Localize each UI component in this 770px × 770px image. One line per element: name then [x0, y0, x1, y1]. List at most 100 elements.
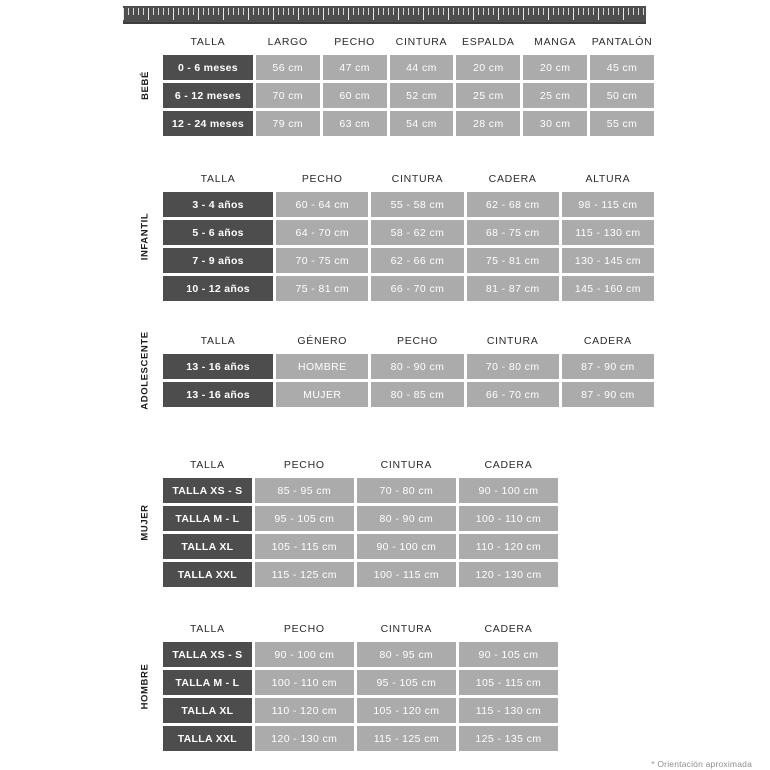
table-row: 10 - 12 años 75 - 81 cm 66 - 70 cm 81 - 87 … [163, 276, 654, 301]
table-row: 3 - 4 años 60 - 64 cm 55 - 58 cm 62 - 68 cm… [163, 192, 654, 217]
measurement-cell: 110 - 120 cm [458, 534, 558, 559]
measurement-cell: 105 - 120 cm [356, 698, 456, 723]
table-row: 6 - 12 meses 70 cm 60 cm 52 cm 25 cm 25 cm 50 … [163, 83, 654, 108]
column-header-cintura: CINTURA [395, 36, 448, 48]
measurement-cell: 145 - 160 cm [561, 276, 654, 301]
table-row: 0 - 6 meses 56 cm 47 cm 44 cm 20 cm 20 cm 45 c… [163, 55, 654, 80]
table-header-row: TALLA PECHO CINTURA CADERA ALTURA [163, 172, 654, 189]
measurement-cell: 30 cm [523, 111, 588, 136]
measurement-cell: 87 - 90 cm [561, 382, 654, 407]
measurement-cell: 85 - 95 cm [254, 478, 354, 503]
size-key-cell: 13 - 16 años [163, 354, 274, 379]
measurement-cell: 90 - 100 cm [356, 534, 456, 559]
category-label-hombre: HOMBRE [134, 619, 156, 753]
measurement-cell: 62 - 66 cm [371, 248, 464, 273]
measurement-cell: 60 - 64 cm [276, 192, 369, 217]
measurement-cell: 58 - 62 cm [371, 220, 464, 245]
size-key-cell: TALLA XXL [163, 562, 252, 587]
measurement-cell: 115 - 130 cm [458, 698, 558, 723]
measurement-cell: 25 cm [523, 83, 588, 108]
table-row: TALLA M - L 100 - 110 cm 95 - 105 cm 105 - … [163, 670, 558, 695]
measurement-cell: 75 - 81 cm [466, 248, 559, 273]
category-label-text: ADOLESCENTE [139, 330, 151, 410]
measurement-cell: 56 cm [255, 55, 320, 80]
measurement-cell: 20 cm [523, 55, 588, 80]
measurement-cell: 28 cm [456, 111, 521, 136]
measurement-cell: 55 - 58 cm [371, 192, 464, 217]
measurement-cell: 66 - 70 cm [466, 382, 559, 407]
measurement-cell: 70 - 80 cm [356, 478, 456, 503]
measurement-cell: 120 - 130 cm [254, 726, 354, 751]
measurement-cell: 90 - 100 cm [254, 642, 354, 667]
measurement-cell: 80 - 90 cm [356, 506, 456, 531]
column-header-cadera: CADERA [583, 335, 632, 347]
column-header-talla: TALLA [200, 335, 236, 347]
table-row: TALLA XL 105 - 115 cm 90 - 100 cm 110 - 120… [163, 534, 558, 559]
measurement-cell: 52 cm [389, 83, 454, 108]
column-header-cintura: CINTURA [391, 173, 444, 185]
table-header-row: TALLA PECHO CINTURA CADERA [163, 622, 558, 639]
ruler-edge [123, 22, 646, 24]
size-table-mujer: TALLA PECHO CINTURA CADERA TALLA XS - S 85 - … [160, 455, 561, 590]
measurement-cell: 54 cm [389, 111, 454, 136]
measurement-cell: MUJER [276, 382, 369, 407]
table-header-row: TALLA PECHO CINTURA CADERA [163, 458, 558, 475]
measurement-cell: 115 - 130 cm [561, 220, 654, 245]
column-header-talla: TALLA [189, 623, 225, 635]
measurement-cell: 70 cm [255, 83, 320, 108]
table-header-row: TALLA LARGO PECHO CINTURA ESPALDA MANGA PANTAL… [163, 35, 654, 52]
size-key-cell: TALLA XXL [163, 726, 252, 751]
size-table-block-bebe: BEBÉ TALLA LARGO PECHO CINTURA ESPALDA MANGA PA… [134, 32, 657, 138]
measurement-cell: 80 - 85 cm [371, 382, 464, 407]
measurement-cell: 81 - 87 cm [466, 276, 559, 301]
column-header-pecho: PECHO [334, 36, 376, 48]
table-row: 13 - 16 años MUJER 80 - 85 cm 66 - 70 cm 87 … [163, 382, 654, 407]
measurement-cell: 79 cm [255, 111, 320, 136]
measurement-cell: 55 cm [590, 111, 654, 136]
measurement-cell: 64 - 70 cm [276, 220, 369, 245]
size-table-infantil: TALLA PECHO CINTURA CADERA ALTURA 3 - 4 años 6… [160, 169, 657, 304]
measurement-cell: 80 - 90 cm [371, 354, 464, 379]
measurement-cell: 44 cm [389, 55, 454, 80]
column-header-cintura: CINTURA [380, 459, 433, 471]
table-row: 13 - 16 años HOMBRE 80 - 90 cm 70 - 80 cm 87… [163, 354, 654, 379]
measurement-cell: 110 - 120 cm [254, 698, 354, 723]
category-label-text: HOMBRE [139, 663, 151, 709]
size-key-cell: TALLA M - L [163, 670, 252, 695]
size-key-cell: 6 - 12 meses [163, 83, 253, 108]
measurement-cell: 90 - 100 cm [458, 478, 558, 503]
measurement-cell: 98 - 115 cm [561, 192, 654, 217]
measurement-cell: 105 - 115 cm [254, 534, 354, 559]
category-label-text: MUJER [139, 503, 151, 541]
table-row: TALLA M - L 95 - 105 cm 80 - 90 cm 100 - 11… [163, 506, 558, 531]
size-table-adolescente: TALLA GÉNERO PECHO CINTURA CADERA 13 - 16 año… [160, 331, 657, 410]
column-header-pecho: PECHO [397, 335, 438, 347]
measurement-cell: 87 - 90 cm [561, 354, 654, 379]
table-row: TALLA XXL 115 - 125 cm 100 - 115 cm 120 - 1… [163, 562, 558, 587]
measurement-cell: 25 cm [456, 83, 521, 108]
table-row: TALLA XL 110 - 120 cm 105 - 120 cm 115 - 13… [163, 698, 558, 723]
size-key-cell: 7 - 9 años [163, 248, 274, 273]
measurement-cell: 130 - 145 cm [561, 248, 654, 273]
category-label-text: INFANTIL [139, 212, 151, 260]
size-table-block-hombre: HOMBRE TALLA PECHO CINTURA CADERA TALLA XS - … [134, 619, 561, 753]
measurement-cell: 20 cm [456, 55, 521, 80]
size-key-cell: TALLA XL [163, 534, 252, 559]
footnote-approximate-orientation: * Orientación aproximada [651, 759, 752, 769]
size-key-cell: TALLA XS - S [163, 642, 252, 667]
column-header-cadera: CADERA [484, 459, 533, 471]
measurement-cell: 95 - 105 cm [254, 506, 354, 531]
size-table-bebe: TALLA LARGO PECHO CINTURA ESPALDA MANGA PANTAL… [160, 32, 657, 139]
size-table-block-adolescente: ADOLESCENTE TALLA GÉNERO PECHO CINTURA CADERA… [134, 331, 657, 409]
measuring-tape-graphic [123, 6, 646, 24]
measurement-cell: 100 - 110 cm [458, 506, 558, 531]
column-header-talla: TALLA [189, 459, 225, 471]
size-table-block-infantil: INFANTIL TALLA PECHO CINTURA CADERA ALTURA 3 -… [134, 169, 657, 303]
category-label-adolescente: ADOLESCENTE [134, 331, 156, 409]
measurement-cell: 75 - 81 cm [276, 276, 369, 301]
column-header-cintura: CINTURA [486, 335, 539, 347]
ruler-major-ticks [123, 6, 646, 24]
table-row: TALLA XS - S 85 - 95 cm 70 - 80 cm 90 - 100… [163, 478, 558, 503]
measurement-cell: 50 cm [590, 83, 654, 108]
